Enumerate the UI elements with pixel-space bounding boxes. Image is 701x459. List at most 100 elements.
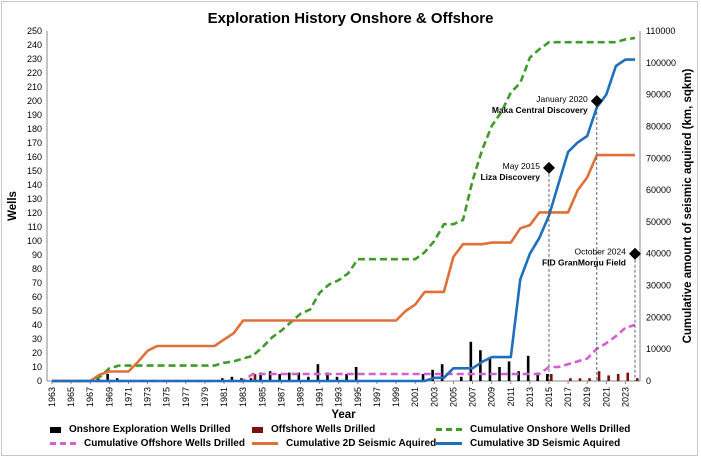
x-tick-label: 1995 (353, 387, 363, 407)
y-tick-label: 10 (32, 362, 42, 372)
onshore-exploration-wells-drilled-bar (517, 371, 520, 381)
x-tick-label: 2011 (506, 387, 516, 406)
cumulative-onshore-wells-drilled-line (52, 36, 636, 383)
x-tick-label: 1991 (315, 387, 325, 407)
annotation-label: Maka Central Discovery (492, 105, 588, 115)
x-tick-label: 1971 (123, 387, 133, 407)
y2-tick-label: 60000 (646, 185, 671, 195)
y-tick-label: 240 (27, 40, 42, 50)
onshore-exploration-wells-drilled-bar (115, 378, 119, 381)
y-tick-label: 160 (27, 152, 42, 162)
legend-label: Cumulative 2D Seismic Aquired (286, 438, 437, 449)
offshore-wells-drilled-bar (607, 375, 610, 381)
onshore-exploration-wells-drilled-bar (545, 374, 549, 381)
onshore-exploration-wells-drilled-bar (106, 374, 109, 381)
y2-tick-label: 90000 (646, 90, 671, 100)
y-tick-label: 70 (32, 278, 42, 288)
offshore-wells-drilled-bar (616, 374, 620, 381)
x-tick-label: 2023 (620, 387, 630, 407)
legend-swatch (252, 442, 278, 445)
legend-item: Cumulative 2D Seismic Aquired (252, 438, 436, 449)
legend-swatch (50, 442, 76, 445)
legend-swatch (436, 428, 462, 431)
legend-label: Onshore Exploration Wells Drilled (69, 424, 231, 435)
offshore-wells-drilled-bar (636, 378, 639, 381)
x-tick-label: 1979 (200, 387, 210, 407)
onshore-exploration-wells-drilled-bar (96, 378, 100, 381)
onshore-exploration-wells-drilled-bar (354, 367, 358, 381)
x-tick-label: 2003 (429, 387, 439, 407)
annotation-marker (542, 161, 555, 174)
offshore-wells-drilled-bar (597, 371, 601, 381)
annotation-marker (629, 247, 641, 260)
x-axis-label: Year (331, 409, 356, 421)
y-tick-label: 110 (28, 222, 42, 232)
legend-label: Cumulative 3D Seismic Aquired (470, 438, 621, 449)
onshore-exploration-wells-drilled-bar (459, 376, 463, 381)
onshore-exploration-wells-drilled-bar (287, 372, 291, 381)
y-tick-label: 200 (27, 96, 42, 106)
x-tick-label: 2021 (601, 387, 611, 407)
onshore-exploration-wells-drilled-bar (297, 372, 301, 381)
x-tick-label: 1981 (219, 387, 229, 407)
y2-tick-label: 100000 (646, 58, 676, 68)
onshore-exploration-wells-drilled-bar (307, 376, 310, 381)
y-tick-label: 20 (32, 348, 42, 358)
y2-tick-label: 0 (646, 376, 651, 386)
y2-axis-label: Cumulative amount of seismic aquired (km… (682, 68, 694, 343)
onshore-exploration-wells-drilled-bar (469, 341, 473, 381)
onshore-exploration-wells-drilled-bar (240, 378, 243, 381)
onshore-exploration-wells-drilled-bar (440, 364, 444, 381)
cumulative-offshore-wells-drilled-line (52, 323, 636, 383)
onshore-exploration-wells-drilled-bar (326, 372, 329, 381)
x-tick-label: 2007 (468, 387, 478, 407)
x-tick-label: 2013 (525, 387, 535, 407)
y-tick-label: 140 (27, 180, 42, 190)
legend-label: Offshore Wells Drilled (271, 424, 376, 435)
onshore-exploration-wells-drilled-bar (507, 361, 511, 381)
y2-tick-label: 50000 (646, 217, 671, 227)
chart-title: Exploration History Onshore & Offshore (207, 10, 494, 27)
onshore-exploration-wells-drilled-bar (421, 374, 425, 381)
annotation-date: October 2024 (574, 247, 626, 257)
onshore-exploration-wells-drilled-bar (249, 378, 253, 381)
x-tick-label: 1963 (47, 387, 57, 407)
legend-swatch (436, 442, 462, 445)
y-tick-label: 60 (32, 292, 42, 302)
legend-label: Cumulative Onshore Wells Drilled (470, 424, 631, 435)
onshore-exploration-wells-drilled-bar (488, 357, 492, 381)
y-tick-label: 230 (27, 54, 42, 64)
onshore-exploration-wells-drilled-bar (431, 369, 434, 381)
annotation-label: FID GranMorgu Field (542, 258, 626, 268)
x-tick-label: 1999 (391, 387, 401, 407)
x-tick-label: 2015 (544, 387, 554, 407)
offshore-wells-drilled-bar (569, 378, 572, 381)
x-tick-label: 2019 (582, 387, 592, 407)
onshore-exploration-wells-drilled-bar (278, 374, 281, 381)
onshore-exploration-wells-drilled-bar (230, 376, 234, 381)
legend-item: Onshore Exploration Wells Drilled (50, 424, 231, 435)
y-tick-label: 90 (32, 250, 42, 260)
y2-tick-label: 20000 (646, 312, 671, 322)
cumulative-3d-seismic-aquired-line (52, 58, 635, 383)
y2-tick-label: 30000 (646, 281, 671, 291)
y2-tick-label: 110000 (646, 26, 675, 36)
y2-tick-label: 40000 (646, 249, 671, 259)
x-tick-label: 1969 (104, 387, 114, 407)
legend-swatch (252, 426, 263, 433)
onshore-exploration-wells-drilled-bar (259, 372, 262, 381)
y-tick-label: 130 (27, 194, 42, 204)
x-tick-label: 1967 (85, 387, 95, 407)
y-tick-label: 210 (27, 82, 42, 92)
x-tick-label: 2005 (448, 387, 458, 407)
onshore-exploration-wells-drilled-bar (345, 374, 348, 381)
cumulative-2d-seismic-aquired-line (52, 153, 635, 383)
x-tick-label: 1985 (257, 387, 267, 407)
x-tick-label: 1975 (162, 387, 172, 407)
x-tick-label: 1977 (181, 387, 191, 407)
x-tick-label: 1997 (372, 387, 382, 407)
annotation-date: January 2020 (536, 94, 588, 104)
y-tick-label: 120 (27, 208, 42, 218)
